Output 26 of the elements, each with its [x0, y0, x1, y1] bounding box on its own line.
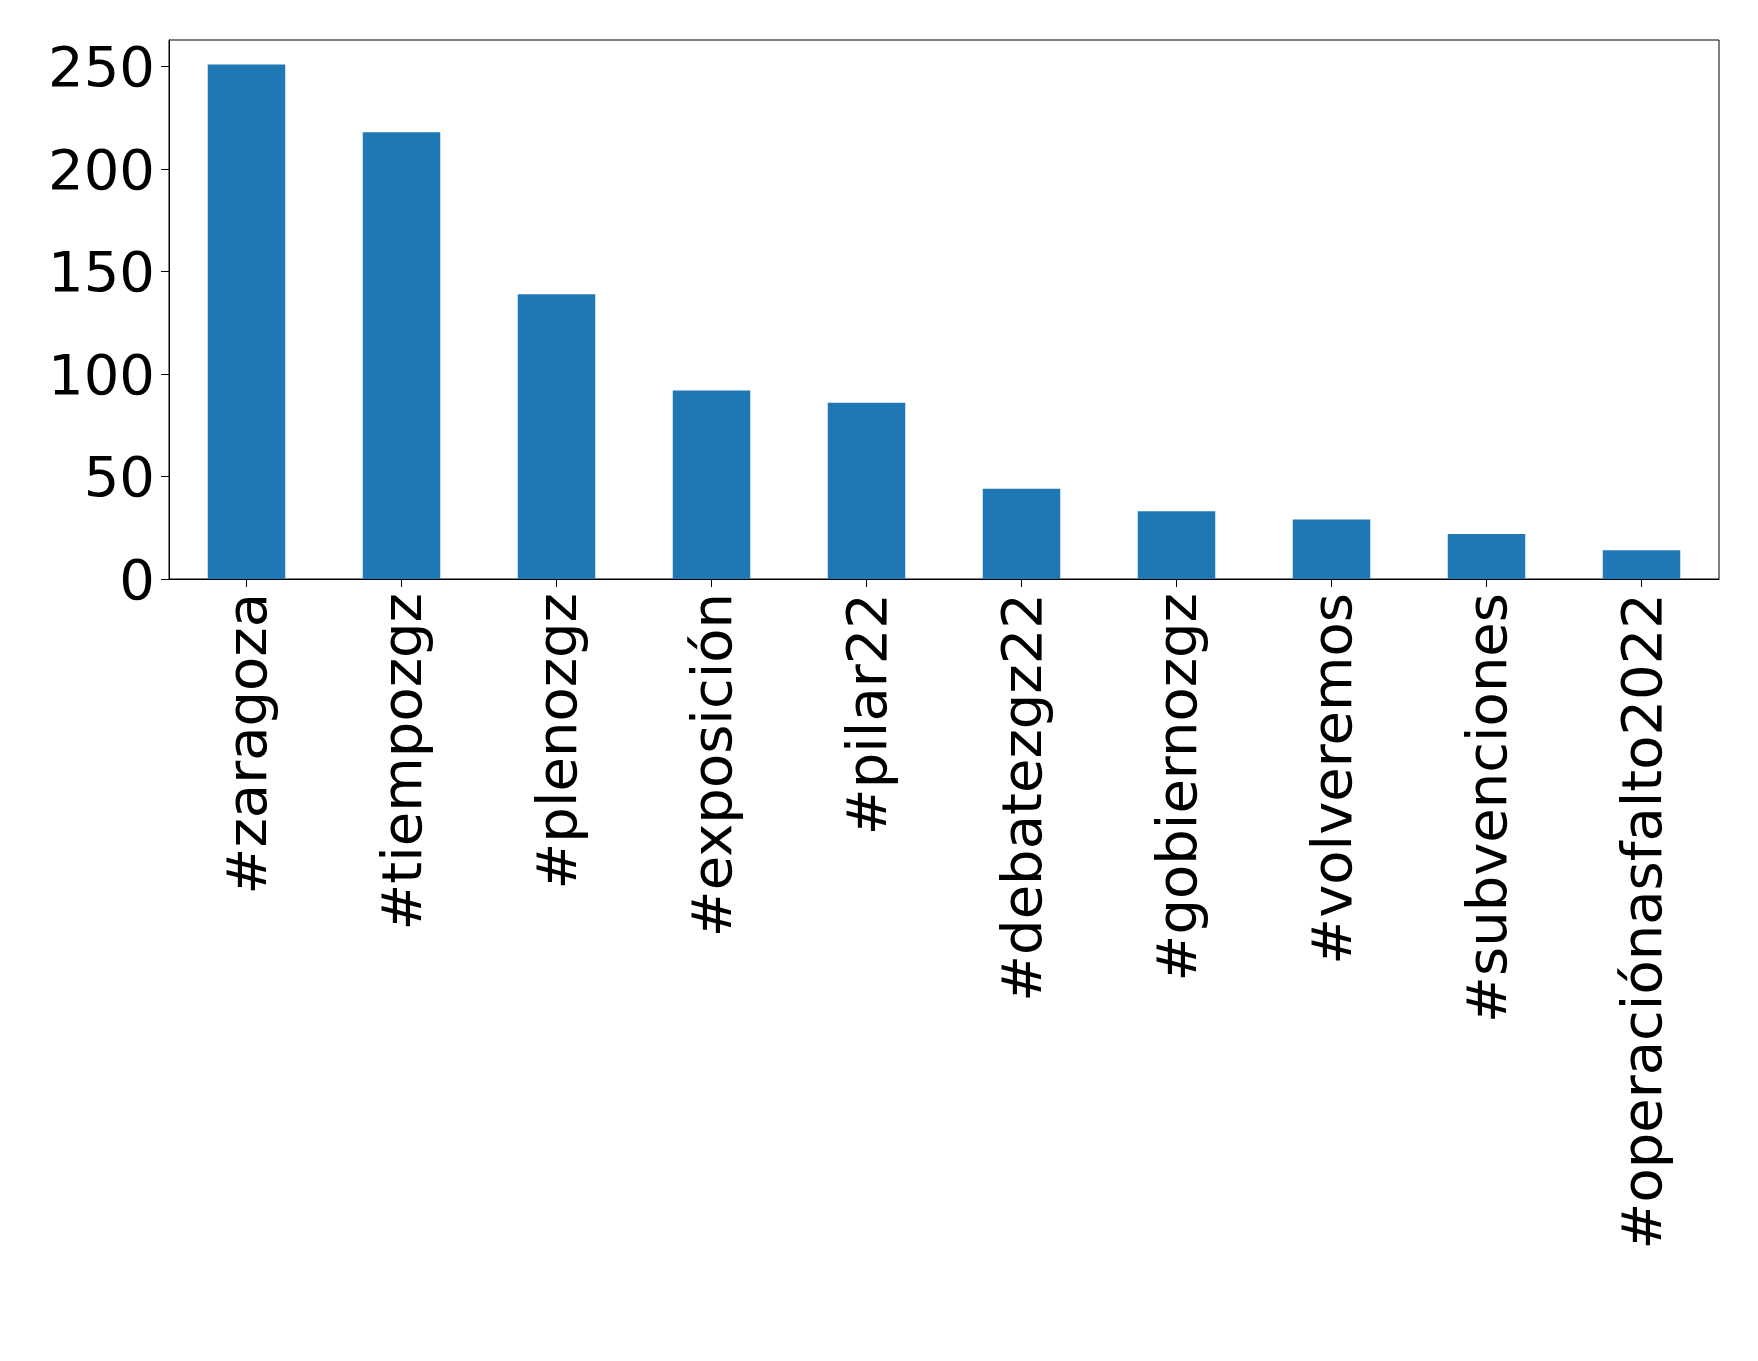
y-tick-label: 0 — [119, 546, 155, 612]
bar — [982, 488, 1061, 579]
x-tick-label: #plenozgz — [524, 593, 589, 890]
y-tick-label: 100 — [48, 341, 155, 407]
bar — [672, 390, 751, 579]
bar — [362, 132, 441, 579]
x-tick-label: #pilar22 — [834, 593, 899, 836]
y-tick-label: 50 — [83, 444, 155, 510]
x-tick-label: #volveremos — [1299, 593, 1364, 965]
x-tick-label: #debatezgz22 — [989, 593, 1054, 1002]
y-tick-label: 200 — [48, 136, 155, 202]
bar — [1447, 533, 1526, 579]
bar — [207, 64, 286, 579]
y-tick-label: 150 — [48, 239, 155, 305]
x-tick-label: #gobiernozgz — [1144, 593, 1209, 982]
x-tick-label: #tiempozgz — [369, 593, 434, 931]
x-tick-label: #operaciónasfalto2022 — [1609, 593, 1674, 1250]
bar — [1602, 550, 1681, 579]
y-tick-label: 250 — [48, 34, 155, 100]
bar — [827, 402, 906, 579]
x-tick-label: #subvenciones — [1454, 593, 1519, 1023]
bar — [1292, 519, 1371, 579]
x-tick-label: #zaragoza — [214, 593, 279, 895]
bar — [517, 294, 596, 579]
x-tick-label: #exposición — [679, 593, 744, 938]
bar — [1137, 511, 1216, 579]
